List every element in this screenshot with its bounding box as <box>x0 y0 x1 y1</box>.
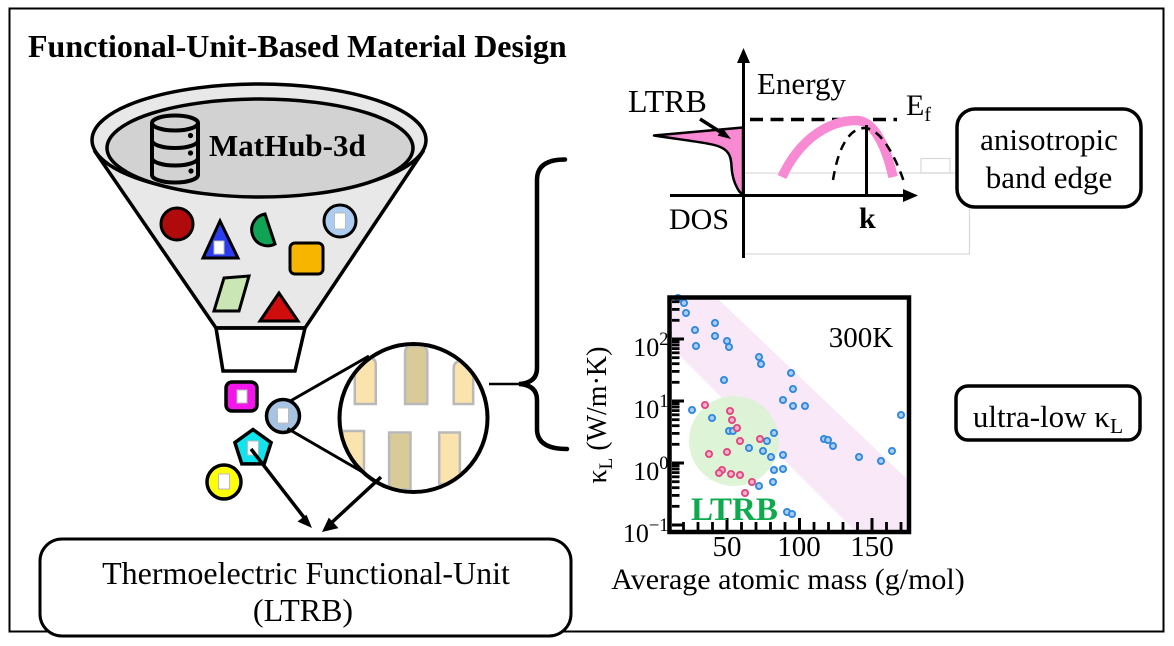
svg-text:k: k <box>859 202 876 235</box>
svg-text:Average atomic mass (g/mol): Average atomic mass (g/mol) <box>611 563 965 596</box>
svg-text:Thermoelectric Functional-Unit: Thermoelectric Functional-Unit <box>102 555 510 591</box>
svg-text:100: 100 <box>633 454 668 486</box>
svg-text:150: 150 <box>850 531 894 563</box>
svg-text:anisotropic: anisotropic <box>980 122 1118 157</box>
svg-text:Functional-Unit-Based Material: Functional-Unit-Based Material Design <box>28 28 567 64</box>
svg-text:ultra-low κL: ultra-low κL <box>973 399 1123 438</box>
svg-text:Energy: Energy <box>757 66 846 101</box>
svg-text:100: 100 <box>777 531 821 563</box>
svg-text:LTRB: LTRB <box>628 83 707 119</box>
svg-text:DOS: DOS <box>669 203 729 236</box>
svg-text:50: 50 <box>713 531 742 563</box>
svg-text:MatHub-3d: MatHub-3d <box>209 128 366 163</box>
svg-text:300K: 300K <box>829 322 894 354</box>
svg-text:(LTRB): (LTRB) <box>253 592 353 628</box>
svg-text:LTRB: LTRB <box>691 492 778 528</box>
svg-text:band edge: band edge <box>986 160 1113 195</box>
